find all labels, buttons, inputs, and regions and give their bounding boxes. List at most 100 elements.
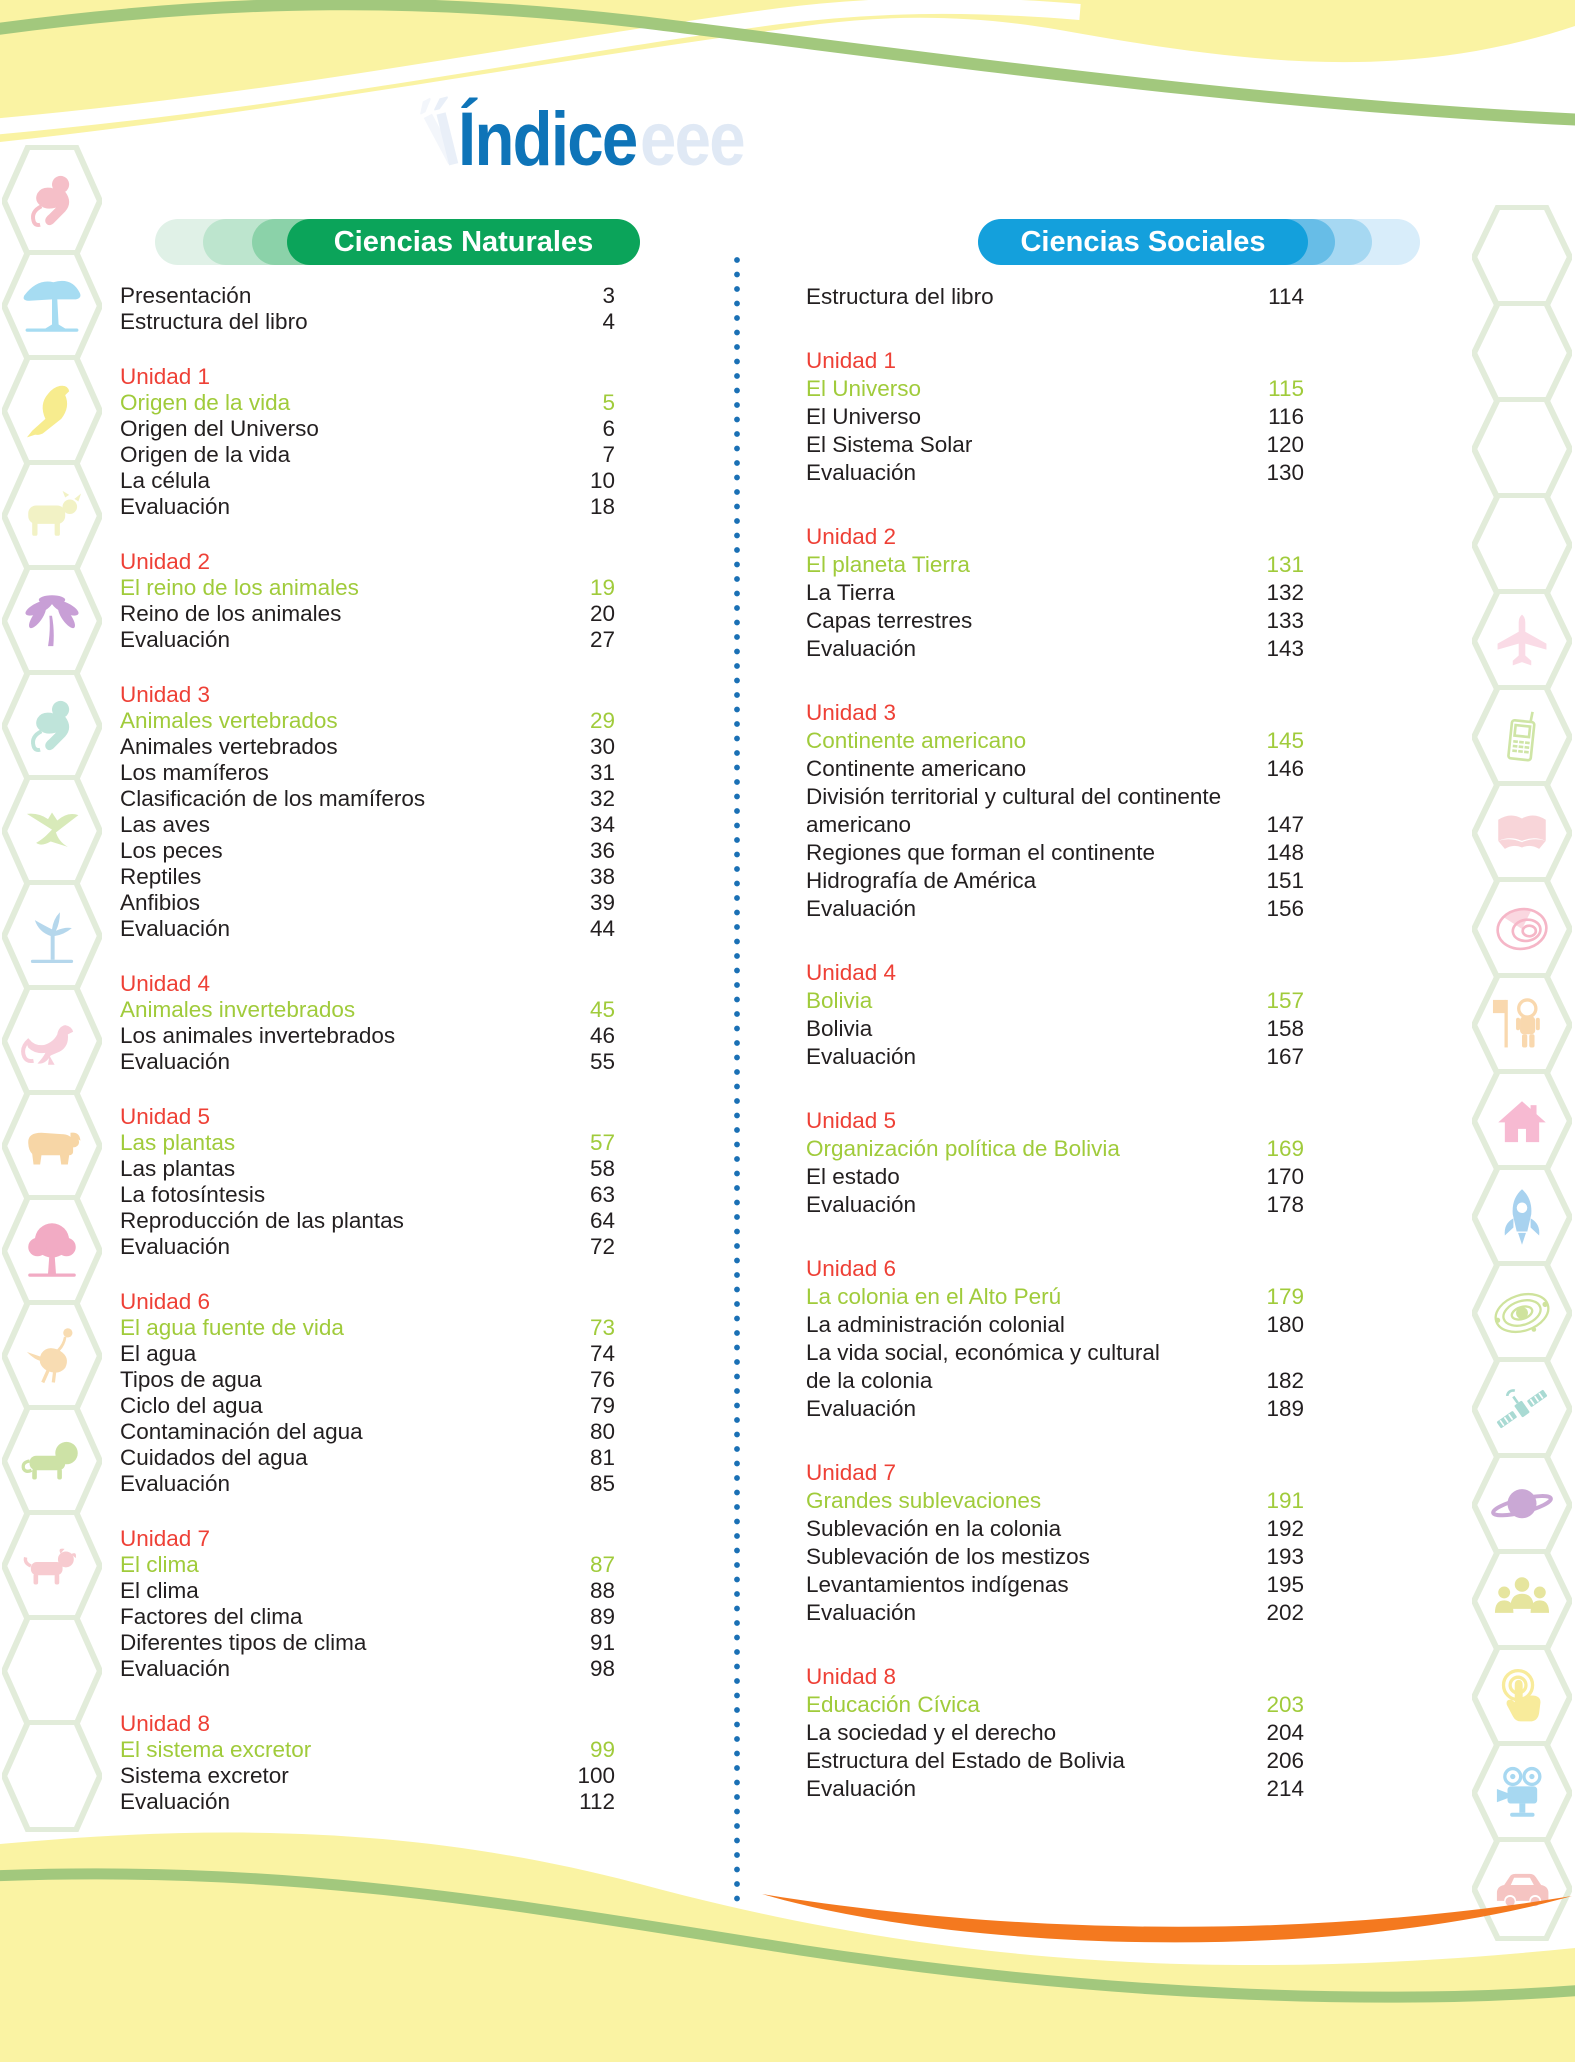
- toc-row-label: Continente americano: [806, 728, 1027, 753]
- toc-page-number: 6: [602, 416, 615, 441]
- toc-page-number: 36: [589, 838, 615, 863]
- toc-row: Regiones que forman el continente 148: [806, 839, 1304, 867]
- toc-page-number: 64: [589, 1208, 615, 1233]
- toc-row: Evaluación 156: [806, 895, 1304, 923]
- toc-row-label: Diferentes tipos de clima: [120, 1630, 367, 1655]
- toc-page-number: 203: [1266, 1692, 1304, 1717]
- toc-unit-header: Unidad 2: [806, 524, 897, 549]
- toc-row-label: Los animales invertebrados: [120, 1023, 396, 1048]
- toc-page-number: 73: [589, 1315, 615, 1340]
- toc-row: La administración colonial 180: [806, 1311, 1304, 1339]
- palm-tree-icon: [25, 595, 79, 647]
- globe-icon: [1496, 907, 1548, 951]
- column-divider: [733, 255, 741, 1905]
- toc-unit-header: Unidad 4: [120, 971, 211, 996]
- toc-page-number: 44: [589, 916, 615, 941]
- toc-page-number: 192: [1266, 1516, 1304, 1541]
- toc-row: El Universo 116: [806, 403, 1304, 431]
- hexagon-cell: [1472, 1741, 1572, 1845]
- toc-row: Continente americano 145: [806, 727, 1304, 755]
- toc-row-label: Evaluación: [806, 1192, 917, 1217]
- house-icon: [1498, 1101, 1546, 1143]
- toc-row-label: La fotosíntesis: [120, 1182, 266, 1207]
- toc-unit-header: Unidad 5: [120, 1104, 211, 1129]
- toc-row-label: Los mamíferos: [120, 760, 269, 785]
- toc-row: Estructura del libro 4: [120, 309, 615, 335]
- toc-row-label: Evaluación: [120, 1656, 231, 1681]
- toc-page-number: 80: [589, 1419, 615, 1444]
- toc-page-number: 143: [1266, 636, 1304, 661]
- toc-row: Levantamientos indígenas 195: [806, 1571, 1304, 1599]
- hexagon-cell: [2, 670, 102, 782]
- toc-row-label: Evaluación: [120, 627, 231, 652]
- car-icon: [1496, 1873, 1549, 1907]
- toc-row-label: Contaminación del agua: [120, 1419, 363, 1444]
- dog-icon: [23, 1548, 76, 1585]
- toc-page-number: 39: [589, 890, 615, 915]
- toc-unit-header: Unidad 6: [120, 1289, 211, 1314]
- toc-unit-block: Unidad 3 Animales vertebrados 29 Animales v…: [120, 682, 615, 942]
- toc-page-number: 169: [1266, 1136, 1304, 1161]
- toc-row-label: Reino de los animales: [120, 601, 342, 626]
- toc-row: Los mamíferos 31: [120, 760, 615, 786]
- toc-unit-header: Unidad 2: [120, 549, 211, 574]
- toc-row-label: Levantamientos indígenas: [806, 1572, 1069, 1597]
- toc-row: El estado 170: [806, 1163, 1304, 1191]
- toc-page-number: 202: [1266, 1600, 1304, 1625]
- toc-unit-header: Unidad 3: [120, 682, 211, 707]
- hexagon-cell: [2, 355, 102, 467]
- hexagon-cell: [1472, 1837, 1572, 1941]
- toc-page-number: 58: [589, 1156, 615, 1181]
- toc-row-label: Estructura del Estado de Bolivia: [806, 1748, 1125, 1773]
- toc-page-number: 112: [579, 1789, 615, 1814]
- toc-row: Evaluación 167: [806, 1043, 1304, 1071]
- hexagon-cell: [1472, 1549, 1572, 1653]
- toc-row: Reptiles 38: [120, 864, 615, 890]
- bare-tree-icon: [30, 912, 74, 964]
- toc-row: Reproducción de las plantas 64: [120, 1208, 615, 1234]
- toc-page-number: 167: [1266, 1044, 1304, 1069]
- toc-row-label: La sociedad y el derecho: [806, 1720, 1057, 1745]
- toc-page-number: 151: [1266, 868, 1304, 893]
- toc-row-label: Bolivia: [806, 988, 873, 1013]
- hexagon-cell: [1472, 1165, 1572, 1269]
- toc-row: El agua 74: [120, 1341, 615, 1367]
- toc-row: Animales invertebrados 45: [120, 997, 615, 1023]
- touch-icon: [1501, 1668, 1541, 1722]
- toc-row: Evaluación 85: [120, 1471, 615, 1497]
- toc-row: El clima 87: [120, 1552, 615, 1578]
- toc-row: El Universo 115: [806, 375, 1304, 403]
- toc-page-number: 5: [602, 390, 615, 415]
- toc-page-number: 4: [602, 309, 615, 334]
- hexagon-cell: [2, 1195, 102, 1307]
- hexagon-cell: [2, 460, 102, 572]
- hexagon-cell: [1472, 205, 1572, 309]
- title-ghost-suffix: eee: [639, 97, 746, 182]
- toc-page-number: 206: [1266, 1748, 1304, 1773]
- toc-unit-block: Unidad 7 Grandes sublevaciones 191 Sublevac…: [806, 1459, 1304, 1627]
- top-wave-decoration: [0, 0, 1575, 142]
- toc-page-number: 87: [589, 1552, 615, 1577]
- toc-unit-block: Unidad 1 El Universo 115 El Universo 116 El S…: [806, 347, 1304, 487]
- hexagon-cell: [2, 145, 102, 257]
- toc-page-number: 81: [589, 1445, 615, 1470]
- toc-row: Las aves 34: [120, 812, 615, 838]
- toc-page-number: 85: [589, 1471, 615, 1496]
- toc-row-label: La Tierra: [806, 580, 895, 605]
- toc-row: Evaluación 55: [120, 1049, 615, 1075]
- toc-page-number: 34: [589, 812, 615, 837]
- eagle-icon: [26, 385, 70, 438]
- toc-page-number: 156: [1266, 896, 1304, 921]
- toc-row: Evaluación 189: [806, 1395, 1304, 1423]
- toc-row: Grandes sublevaciones 191: [806, 1487, 1304, 1515]
- toc-page-number: 130: [1266, 460, 1304, 485]
- toc-row: Evaluación 202: [806, 1599, 1304, 1627]
- toc-page-number: 114: [1268, 284, 1304, 309]
- toc-row: Capas terrestres 133: [806, 607, 1304, 635]
- buffalo-icon: [28, 1132, 81, 1165]
- toc-row-label: Cuidados del agua: [120, 1445, 308, 1470]
- toc-page-number: 193: [1266, 1544, 1304, 1569]
- toc-unit-block: Unidad 5 Organización política de Bolivia…: [806, 1107, 1304, 1219]
- toc-row: Hidrografía de América 151: [806, 867, 1304, 895]
- toc-row: Los peces 36: [120, 838, 615, 864]
